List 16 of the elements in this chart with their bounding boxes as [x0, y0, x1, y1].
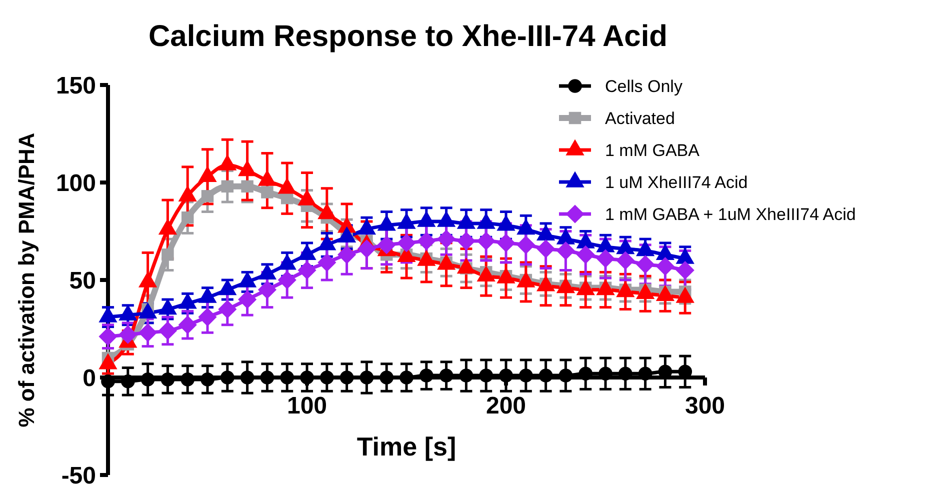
y-tick-label: -50 [61, 462, 96, 490]
legend-label: 1 uM XheIII74 Acid [605, 172, 748, 192]
x-tick-label: 200 [486, 392, 526, 420]
y-tick-label: 50 [69, 267, 96, 294]
y-tick-label: 100 [56, 170, 96, 197]
x-axis-title: Time [s] [356, 432, 456, 462]
chart-title: Calcium Response to Xhe-III-74 Acid [148, 20, 668, 53]
y-tick-label: 0 [82, 364, 96, 392]
x-tick-label: 300 [684, 392, 726, 420]
legend-label: 1 mM GABA [605, 140, 700, 160]
x-tick-label: 100 [286, 392, 328, 420]
legend-label: 1 mM GABA + 1uM XheIII74 Acid [605, 204, 856, 224]
legend-label: Activated [605, 108, 675, 128]
legend-label: Cells Only [605, 76, 683, 96]
y-axis-title: % of activation by PMA/PHA [14, 132, 39, 428]
y-tick-label: 150 [56, 72, 96, 100]
